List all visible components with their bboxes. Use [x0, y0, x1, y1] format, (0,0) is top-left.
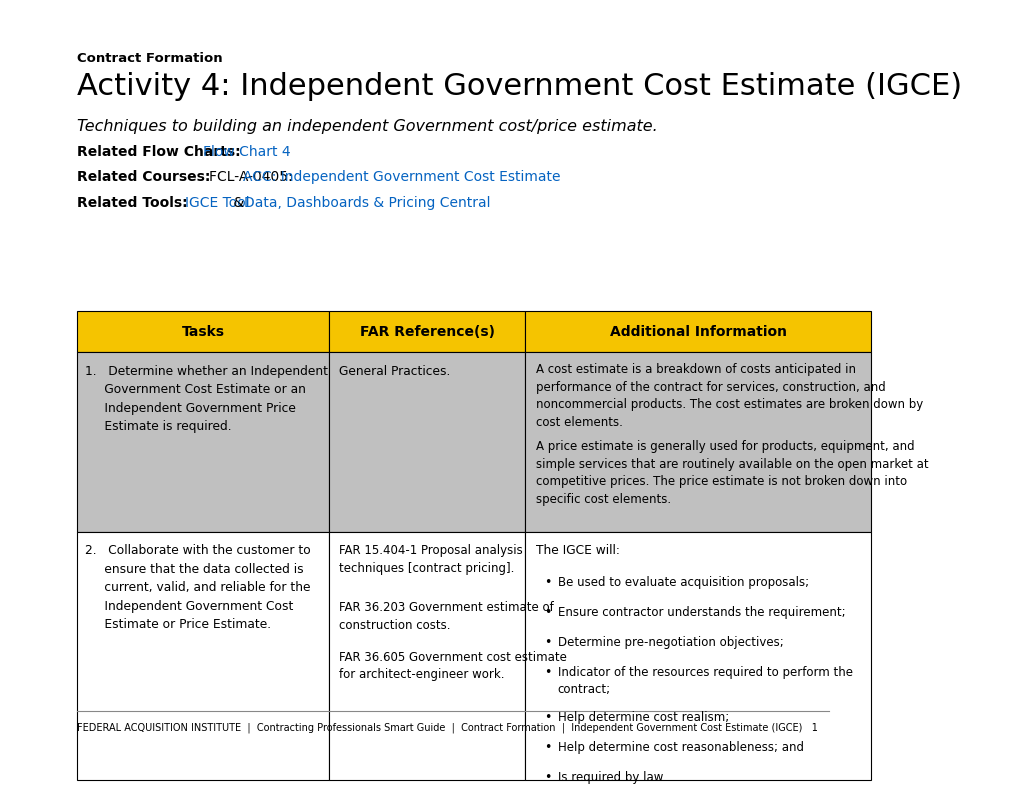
- Text: •: •: [543, 742, 551, 754]
- Text: Contract Formation: Contract Formation: [76, 51, 222, 65]
- Text: Indicator of the resources required to perform the
contract;: Indicator of the resources required to p…: [557, 666, 852, 696]
- Text: FAR 36.203 Government estimate of
construction costs.: FAR 36.203 Government estimate of constr…: [338, 601, 553, 631]
- Text: A cost estimate is a breakdown of costs anticipated in
performance of the contra: A cost estimate is a breakdown of costs …: [535, 363, 922, 429]
- Text: FAR Reference(s): FAR Reference(s): [360, 325, 494, 339]
- Text: •: •: [543, 712, 551, 724]
- Text: General Practices.: General Practices.: [338, 365, 450, 377]
- FancyBboxPatch shape: [525, 352, 870, 532]
- Text: FAR 36.605 Government cost estimate
for architect-engineer work.: FAR 36.605 Government cost estimate for …: [338, 651, 567, 681]
- Text: •: •: [543, 666, 551, 678]
- Text: •: •: [543, 636, 551, 649]
- FancyBboxPatch shape: [76, 532, 328, 780]
- FancyBboxPatch shape: [525, 532, 870, 780]
- Text: Flow Chart 4: Flow Chart 4: [203, 145, 290, 159]
- Text: Ensure contractor understands the requirement;: Ensure contractor understands the requir…: [557, 606, 845, 619]
- Text: The IGCE will:: The IGCE will:: [535, 545, 619, 557]
- Text: •: •: [543, 606, 551, 619]
- Text: Related Courses:: Related Courses:: [76, 170, 210, 184]
- Text: Be used to evaluate acquisition proposals;: Be used to evaluate acquisition proposal…: [557, 576, 808, 589]
- FancyBboxPatch shape: [525, 311, 870, 352]
- FancyBboxPatch shape: [328, 311, 525, 352]
- Text: FAR 15.404-1 Proposal analysis
techniques [contract pricing].: FAR 15.404-1 Proposal analysis technique…: [338, 545, 523, 574]
- FancyBboxPatch shape: [328, 532, 525, 780]
- Text: FCL-A-0405:: FCL-A-0405:: [209, 170, 297, 184]
- Text: Data, Dashboards & Pricing Central: Data, Dashboards & Pricing Central: [245, 195, 490, 210]
- Text: 1.   Determine whether an Independent
     Government Cost Estimate or an
     I: 1. Determine whether an Independent Gove…: [86, 365, 328, 433]
- Text: Help determine cost reasonableness; and: Help determine cost reasonableness; and: [557, 742, 803, 754]
- Text: 2.   Collaborate with the customer to
     ensure that the data collected is
   : 2. Collaborate with the customer to ensu…: [86, 545, 311, 631]
- Text: Is required by law.: Is required by law.: [557, 771, 665, 784]
- Text: Help determine cost realism;: Help determine cost realism;: [557, 712, 729, 724]
- Text: Related Flow Charts:: Related Flow Charts:: [76, 145, 240, 159]
- Text: ACC: Independent Government Cost Estimate: ACC: Independent Government Cost Estimat…: [244, 170, 560, 184]
- Text: •: •: [543, 771, 551, 784]
- FancyBboxPatch shape: [76, 311, 328, 352]
- Text: Techniques to building an independent Government cost/price estimate.: Techniques to building an independent Go…: [76, 119, 657, 134]
- Text: Tasks: Tasks: [181, 325, 224, 339]
- Text: FEDERAL ACQUISITION INSTITUTE  |  Contracting Professionals Smart Guide  |  Cont: FEDERAL ACQUISITION INSTITUTE | Contract…: [76, 723, 817, 733]
- Text: &: &: [228, 195, 249, 210]
- Text: Activity 4: Independent Government Cost Estimate (IGCE): Activity 4: Independent Government Cost …: [76, 72, 961, 101]
- Text: Additional Information: Additional Information: [609, 325, 786, 339]
- Text: •: •: [543, 576, 551, 589]
- Text: A price estimate is generally used for products, equipment, and
simple services : A price estimate is generally used for p…: [535, 440, 927, 506]
- FancyBboxPatch shape: [328, 352, 525, 532]
- FancyBboxPatch shape: [76, 352, 328, 532]
- Text: Determine pre-negotiation objectives;: Determine pre-negotiation objectives;: [557, 636, 783, 649]
- Text: Related Tools:: Related Tools:: [76, 195, 187, 210]
- Text: IGCE Tool: IGCE Tool: [184, 195, 249, 210]
